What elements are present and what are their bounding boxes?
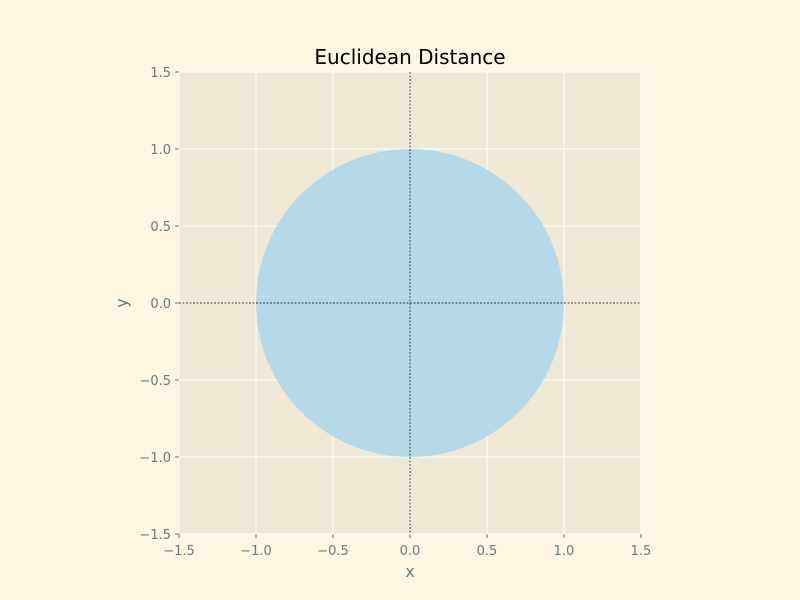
chart-title: Euclidean Distance [314,45,505,69]
y-tick-label: 0.5 [150,220,171,235]
y-tick-label: −1.0 [139,451,171,466]
y-tick-label: 1.0 [150,143,171,158]
x-tick-label: 0.0 [400,544,421,559]
axis-ticks: −1.5 −1.0 −0.5 0.0 0.5 1.0 1.5 −1.5 −1.0 −0.5 0.0 0… [139,66,651,559]
y-tick-label: −1.5 [139,528,171,543]
x-axis-label: x [405,562,414,581]
y-tick-label: 0.0 [150,297,171,312]
y-tick-label: 1.5 [150,66,171,81]
x-tick-label: −1.5 [163,544,195,559]
reference-lines [179,72,641,534]
x-tick-label: −0.5 [317,544,349,559]
y-axis-label: y [112,298,131,307]
y-tick-label: −0.5 [139,374,171,389]
x-tick-label: −1.0 [240,544,272,559]
x-tick-label: 0.5 [477,544,498,559]
x-tick-label: 1.0 [554,544,575,559]
x-tick-label: 1.5 [631,544,652,559]
